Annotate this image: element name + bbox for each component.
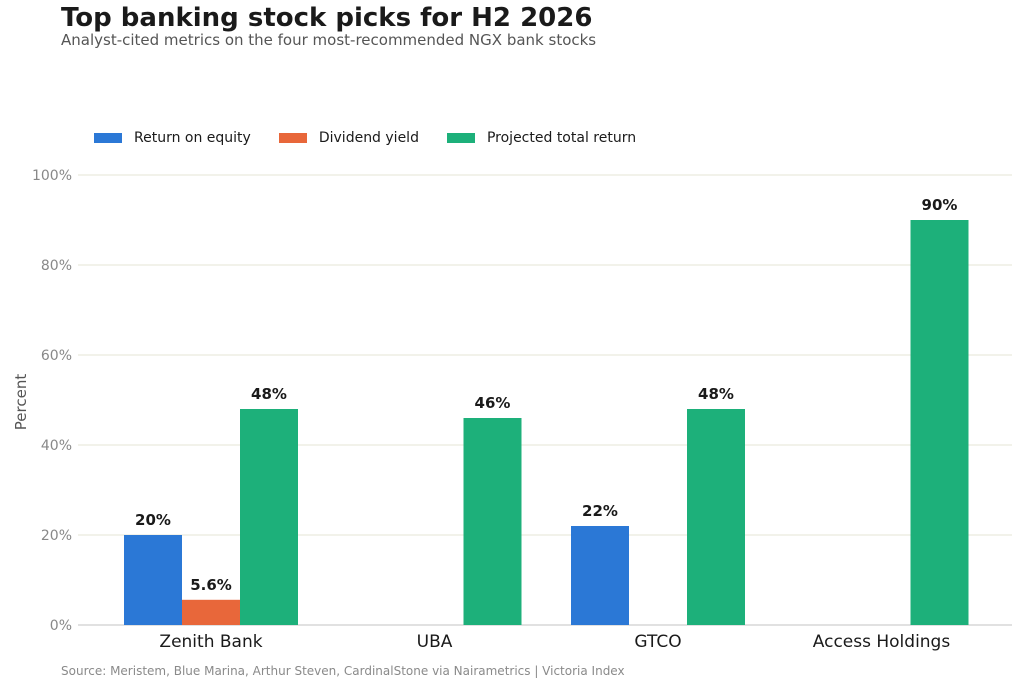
y-tick-label: 20% xyxy=(41,528,72,544)
data-label: 48% xyxy=(251,385,287,403)
legend: Return on equity Dividend yield Projecte… xyxy=(94,130,664,146)
bar-zenith-bank-projected-total-return xyxy=(240,409,298,625)
y-tick-label: 80% xyxy=(41,258,72,274)
legend-item-dividend-yield: Dividend yield xyxy=(278,130,419,146)
y-tick-label: 100% xyxy=(32,168,72,184)
bar-access-holdings-projected-total-return xyxy=(910,220,969,625)
y-tick-label: 60% xyxy=(41,348,72,364)
bar-zenith-bank-dividend-yield xyxy=(182,599,240,625)
chart-title: Top banking stock picks for H2 2026 xyxy=(61,3,593,33)
x-tick-label: UBA xyxy=(417,632,453,652)
data-label: 46% xyxy=(475,394,511,412)
bar-zenith-bank-return-on-equity xyxy=(124,535,182,625)
legend-label-dividend-yield: Dividend yield xyxy=(318,130,419,146)
y-tick-label: 40% xyxy=(41,438,72,454)
y-axis-title: Percent xyxy=(12,374,30,431)
legend-item-return-on-equity: Return on equity xyxy=(94,130,251,146)
bar-gtco-projected-total-return xyxy=(687,409,745,625)
data-label: 22% xyxy=(582,502,618,520)
x-tick-label: Access Holdings xyxy=(813,632,951,652)
legend-item-projected-total-return: Projected total return xyxy=(446,130,637,146)
legend-label-projected-total-return: Projected total return xyxy=(486,130,637,146)
data-label: 48% xyxy=(698,385,734,403)
legend-label-return-on-equity: Return on equity xyxy=(134,130,251,146)
x-tick-label: GTCO xyxy=(634,632,681,652)
data-label: 5.6% xyxy=(190,576,232,594)
x-tick-label: Zenith Bank xyxy=(159,632,262,652)
legend-swatch-projected-total-return xyxy=(446,133,475,143)
source-note: Source: Meristem, Blue Marina, Arthur St… xyxy=(61,664,625,678)
data-label: 90% xyxy=(922,196,958,214)
bar-gtco-return-on-equity xyxy=(571,526,629,625)
bar-uba-projected-total-return xyxy=(463,418,522,625)
data-label: 20% xyxy=(135,511,171,529)
chart-subtitle: Analyst-cited metrics on the four most-r… xyxy=(61,31,597,49)
legend-swatch-return-on-equity xyxy=(94,133,122,143)
y-tick-label: 0% xyxy=(50,618,72,634)
legend-swatch-dividend-yield xyxy=(278,133,307,143)
